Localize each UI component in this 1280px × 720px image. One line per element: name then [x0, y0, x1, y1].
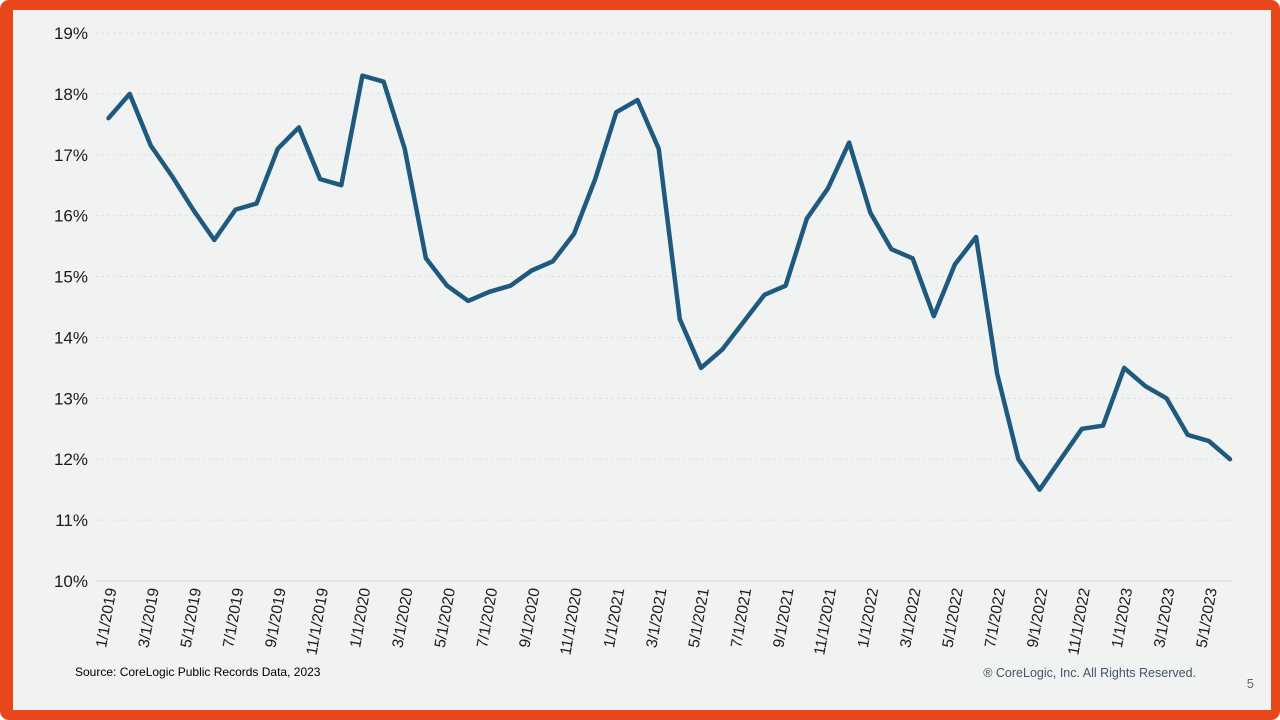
x-tick-label: 5/1/2022 — [940, 587, 967, 649]
x-tick-label: 11/1/2022 — [1065, 587, 1094, 657]
x-tick-label: 7/1/2021 — [728, 587, 755, 649]
y-tick-label: 12% — [54, 450, 88, 469]
source-note: Source: CoreLogic Public Records Data, 2… — [75, 665, 321, 679]
y-tick-label: 13% — [54, 389, 88, 408]
x-tick-label: 11/1/2021 — [811, 587, 840, 657]
x-tick-label: 9/1/2020 — [516, 586, 543, 649]
x-tick-label: 7/1/2020 — [474, 586, 501, 649]
x-tick-label: 3/1/2023 — [1151, 587, 1178, 649]
x-tick-label: 11/1/2019 — [304, 587, 333, 657]
x-tick-label: 7/1/2019 — [220, 587, 247, 649]
page-number: 5 — [1246, 676, 1254, 691]
x-tick-label: 9/1/2022 — [1024, 587, 1051, 649]
y-tick-label: 11% — [55, 511, 88, 530]
x-tick-label: 3/1/2019 — [136, 587, 163, 649]
y-tick-label: 18% — [54, 85, 88, 104]
x-tick-label: 1/1/2022 — [855, 587, 882, 649]
series-line — [106, 73, 1233, 492]
x-tick-label: 1/1/2023 — [1109, 587, 1136, 649]
y-tick-label: 10% — [54, 572, 88, 591]
x-tick-label: 9/1/2019 — [263, 587, 290, 649]
x-tick-label: 5/1/2021 — [686, 587, 713, 649]
x-tick-label: 3/1/2020 — [389, 586, 416, 649]
y-tick-label: 17% — [54, 146, 88, 165]
x-tick-label: 3/1/2021 — [643, 587, 670, 649]
y-tick-label: 19% — [54, 24, 88, 43]
x-tick-label: 3/1/2022 — [897, 587, 924, 649]
x-tick-label: 9/1/2021 — [770, 587, 797, 649]
x-tick-label: 1/1/2021 — [601, 587, 628, 649]
x-tick-label: 7/1/2022 — [982, 587, 1009, 649]
x-tick-label: 5/1/2020 — [432, 586, 459, 649]
y-tick-label: 15% — [54, 268, 88, 287]
copyright-note: ® CoreLogic, Inc. All Rights Reserved. — [983, 666, 1196, 680]
x-tick-label: 1/1/2019 — [93, 587, 120, 649]
x-tick-label: 5/1/2019 — [178, 587, 205, 649]
x-tick-label: 1/1/2020 — [347, 586, 374, 649]
x-tick-label: 5/1/2023 — [1194, 587, 1221, 649]
y-tick-label: 14% — [54, 328, 88, 347]
y-tick-label: 16% — [54, 207, 88, 226]
x-tick-label: 11/1/2020 — [557, 586, 586, 656]
